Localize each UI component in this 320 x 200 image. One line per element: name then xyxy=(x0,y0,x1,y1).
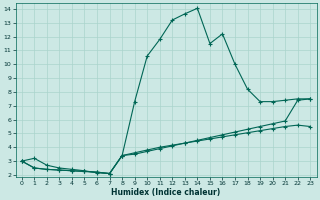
X-axis label: Humidex (Indice chaleur): Humidex (Indice chaleur) xyxy=(111,188,221,197)
